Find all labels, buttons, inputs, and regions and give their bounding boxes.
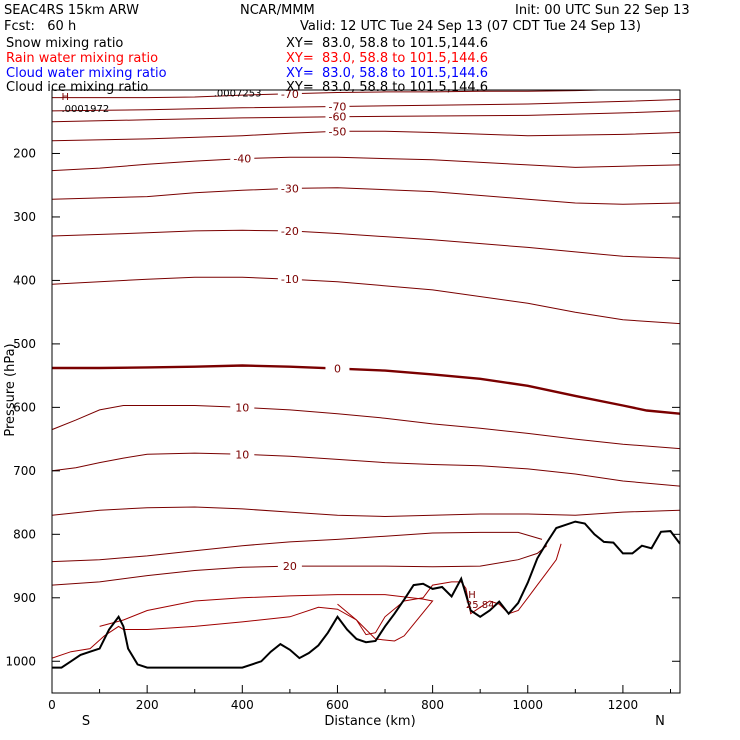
isotherm-label: 0 bbox=[334, 363, 341, 376]
y-tick-label: 800 bbox=[13, 527, 36, 541]
terrain-line bbox=[52, 520, 680, 669]
isotherm-label: 10 bbox=[235, 401, 249, 414]
isotherm-line bbox=[52, 130, 680, 142]
isotherm-line bbox=[52, 110, 680, 123]
isotherm-label-bg bbox=[325, 362, 350, 375]
annotation-label: .0001972 bbox=[62, 104, 110, 115]
y-tick-label: 1000 bbox=[5, 654, 36, 668]
isotherm-line bbox=[52, 405, 680, 450]
isotherm-label-bg bbox=[277, 90, 302, 100]
field-xy-cloud-water: XY= 83.0, 58.8 to 101.5,144.6 bbox=[286, 66, 489, 81]
plot-frame bbox=[51, 89, 681, 694]
isotherm-label: -50 bbox=[328, 125, 346, 138]
forecast-hour: Fcst: 60 h bbox=[4, 19, 77, 34]
isotherm-label-bg bbox=[325, 100, 350, 113]
isotherm-line bbox=[52, 364, 680, 415]
isotherm-line bbox=[52, 545, 548, 586]
isotherm-line bbox=[52, 90, 600, 99]
field-xy-snow: XY= 83.0, 58.8 to 101.5,144.6 bbox=[286, 36, 489, 51]
y-tick-label: 200 bbox=[13, 146, 36, 160]
isotherm-label-bg bbox=[230, 152, 255, 165]
isotherm-label: -40 bbox=[233, 153, 251, 166]
isotherm-line bbox=[52, 229, 680, 259]
snow-contour bbox=[99, 594, 434, 642]
x-tick-label: 400 bbox=[231, 698, 254, 712]
annotation-label: H bbox=[62, 92, 70, 103]
field-label-rain: Rain water mixing ratio bbox=[6, 51, 159, 66]
y-tick-label: 400 bbox=[13, 273, 36, 287]
y-tick-label: 300 bbox=[13, 210, 36, 224]
y-tick-label: 500 bbox=[13, 337, 36, 351]
field-label-cloud-water: Cloud water mixing ratio bbox=[6, 66, 167, 81]
isotherm-line bbox=[52, 156, 680, 172]
isotherm-label: 20 bbox=[283, 560, 297, 573]
isotherm-label: -60 bbox=[328, 111, 346, 124]
isotherm-label-bg bbox=[277, 182, 302, 195]
isotherm-label-bg bbox=[325, 125, 350, 138]
x-tick-label: 1200 bbox=[608, 698, 639, 712]
isotherm-label-bg bbox=[277, 224, 302, 237]
left-end-label: S bbox=[82, 714, 90, 729]
x-tick-label: 600 bbox=[326, 698, 349, 712]
isotherm-line bbox=[52, 187, 680, 205]
terrain-profile bbox=[52, 520, 680, 669]
x-tick-label: 200 bbox=[136, 698, 159, 712]
x-axis: 0 200 400 600 800 1000 1200 bbox=[48, 685, 671, 712]
y-tick-label: 900 bbox=[13, 591, 36, 605]
isotherm-label-bg bbox=[325, 110, 350, 123]
isotherm-label-bg bbox=[230, 448, 255, 461]
y-tick-label: 600 bbox=[13, 400, 36, 414]
model-title: SEAC4RS 15km ARW bbox=[4, 3, 140, 18]
annotation-label: .0007253 bbox=[214, 88, 262, 99]
isotherm-line bbox=[52, 99, 680, 112]
isotherm-line bbox=[52, 452, 680, 487]
x-tick-label: 1000 bbox=[512, 698, 543, 712]
y-axis-label: Pressure (hPa) bbox=[3, 343, 18, 436]
isotherm-label-bg bbox=[230, 401, 255, 414]
x-axis-label: Distance (km) bbox=[324, 714, 415, 729]
annotation-label: H bbox=[468, 590, 476, 601]
isotherm-label-bg bbox=[277, 273, 302, 286]
field-xy-rain: XY= 83.0, 58.8 to 101.5,144.6 bbox=[286, 51, 489, 66]
isotherm-line bbox=[52, 531, 543, 563]
isotherm-label: -10 bbox=[281, 273, 299, 286]
isotherm-line bbox=[52, 276, 680, 325]
field-label-cloud-ice: Cloud ice mixing ratio bbox=[6, 80, 149, 95]
isotherm-line bbox=[52, 506, 680, 518]
isotherm-label-bg bbox=[277, 560, 302, 573]
y-tick-label: 700 bbox=[13, 464, 36, 478]
valid-time: Valid: 12 UTC Tue 24 Sep 13 (07 CDT Tue … bbox=[300, 19, 641, 34]
init-time: Init: 00 UTC Sun 22 Sep 13 bbox=[515, 3, 690, 18]
org-label: NCAR/MMM bbox=[240, 3, 315, 18]
isotherm-label: 10 bbox=[235, 448, 249, 461]
isotherm-label: -70 bbox=[281, 88, 299, 101]
x-tick-label: 0 bbox=[48, 698, 56, 712]
isotherm-label: -70 bbox=[328, 101, 346, 114]
field-label-snow: Snow mixing ratio bbox=[6, 36, 124, 51]
x-tick-label: 800 bbox=[421, 698, 444, 712]
right-end-label: N bbox=[655, 714, 665, 729]
isotherm-label: -20 bbox=[281, 225, 299, 238]
isotherm-label: -30 bbox=[281, 182, 299, 195]
annotation-label: 25.84 bbox=[466, 600, 495, 611]
